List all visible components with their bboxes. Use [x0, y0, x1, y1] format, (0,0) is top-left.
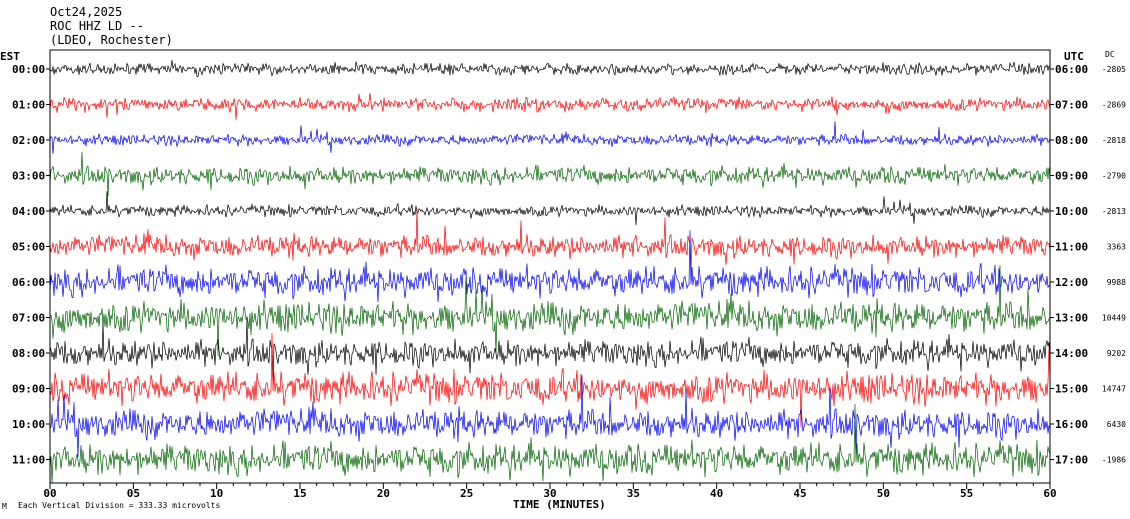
- trace-line-1000: [49, 375, 1051, 458]
- utc-label: 17:00: [1055, 454, 1088, 467]
- corner-mark: M: [2, 502, 7, 511]
- x-tick-label: 30: [543, 487, 556, 500]
- x-tick-label: 55: [960, 487, 973, 500]
- x-tick-label: 00: [43, 487, 56, 500]
- utc-label: 16:00: [1055, 418, 1088, 431]
- est-label: 01:00: [12, 99, 45, 112]
- utc-time-labels: 06:00 07:00 08:00 09:00 10:00 11:00 12:00 13:00…: [1055, 63, 1088, 467]
- dc-label: 10449: [1102, 314, 1126, 323]
- x-tick-label: 10: [210, 487, 223, 500]
- est-label: 08:00: [12, 347, 45, 360]
- utc-label: 07:00: [1055, 99, 1088, 112]
- utc-label: 11:00: [1055, 241, 1088, 254]
- utc-label: 13:00: [1055, 312, 1088, 325]
- trace-line-0100: [49, 93, 1051, 120]
- dc-label: -2790: [1102, 172, 1126, 181]
- utc-label: 06:00: [1055, 63, 1088, 76]
- dc-axis-title: DC: [1105, 50, 1115, 59]
- est-label: 04:00: [12, 205, 45, 218]
- dc-label: 6430: [1107, 420, 1126, 429]
- trace-line-0500: [49, 209, 1051, 273]
- dc-label: -1986: [1102, 456, 1126, 465]
- scale-note: Each Vertical Division = 333.33 microvol…: [18, 501, 220, 510]
- est-time-labels: 00:00 01:00 02:00 03:00 04:00 05:00 06:00 07:00…: [12, 63, 45, 467]
- trace-line-0000: [49, 60, 1051, 78]
- est-label: 09:00: [12, 383, 45, 396]
- utc-label: 10:00: [1055, 205, 1088, 218]
- x-tick-label: 05: [127, 487, 140, 500]
- est-label: 00:00: [12, 63, 45, 76]
- dc-offset-labels: -2805 -2869 -2818 -2790 -2813 3363 9988 10449 92…: [1102, 65, 1126, 465]
- dc-label: -2818: [1102, 136, 1126, 145]
- est-axis-title: EST: [0, 50, 20, 63]
- utc-label: 15:00: [1055, 383, 1088, 396]
- header-station: ROC HHZ LD --: [50, 19, 144, 33]
- trace-line-1100: [49, 403, 1051, 484]
- trace-line-0400: [49, 191, 1051, 225]
- est-label: 11:00: [12, 454, 45, 467]
- utc-label: 09:00: [1055, 170, 1088, 183]
- trace-line-0700: [49, 265, 1051, 357]
- header-date: Oct24,2025: [50, 5, 122, 19]
- header-network: (LDEO, Rochester): [50, 33, 173, 47]
- dc-label: 3363: [1107, 243, 1126, 252]
- utc-label: 14:00: [1055, 347, 1088, 360]
- utc-label: 08:00: [1055, 134, 1088, 147]
- est-label: 10:00: [12, 418, 45, 431]
- utc-label: 12:00: [1055, 276, 1088, 289]
- x-tick-label: 15: [293, 487, 306, 500]
- dc-label: 14747: [1102, 385, 1126, 394]
- trace-line-0600: [49, 230, 1051, 303]
- x-tick-label: 35: [627, 487, 640, 500]
- trace-line-0300: [49, 152, 1051, 197]
- x-tick-label: 25: [460, 487, 473, 500]
- est-label: 02:00: [12, 134, 45, 147]
- est-label: 07:00: [12, 312, 45, 325]
- dc-label: 9202: [1107, 349, 1126, 358]
- x-tick-label: 60: [1043, 487, 1056, 500]
- trace-line-0200: [49, 121, 1051, 154]
- x-tick-label: 40: [710, 487, 723, 500]
- trace-group: [49, 60, 1051, 484]
- est-label: 06:00: [12, 276, 45, 289]
- x-tick-label: 20: [377, 487, 390, 500]
- dc-label: -2869: [1102, 101, 1126, 110]
- x-tick-label: 45: [793, 487, 806, 500]
- dc-label: 9988: [1107, 278, 1126, 287]
- x-tick-labels: 00 05 10 15 20 25 30 35 40 45 50 55 60: [43, 483, 1057, 500]
- x-tick-label: 50: [877, 487, 890, 500]
- est-label: 03:00: [12, 170, 45, 183]
- trace-line-0800: [49, 318, 1051, 384]
- est-label: 05:00: [12, 241, 45, 254]
- dc-label: -2805: [1102, 65, 1126, 74]
- trace-line-0900: [49, 332, 1051, 428]
- dc-label: -2813: [1102, 207, 1126, 216]
- utc-axis-title: UTC: [1064, 50, 1084, 63]
- x-axis-title: TIME (MINUTES): [513, 498, 606, 511]
